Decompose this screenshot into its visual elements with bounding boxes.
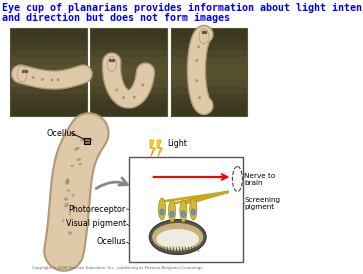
- Text: Visual pigment: Visual pigment: [66, 219, 126, 229]
- Ellipse shape: [74, 148, 78, 151]
- Ellipse shape: [141, 83, 144, 86]
- Ellipse shape: [190, 198, 197, 220]
- Ellipse shape: [180, 200, 187, 222]
- Ellipse shape: [68, 232, 73, 235]
- Ellipse shape: [69, 212, 71, 215]
- Ellipse shape: [197, 45, 200, 48]
- Text: Photoreceptor: Photoreceptor: [69, 204, 126, 213]
- Bar: [171, 72, 247, 80]
- Bar: [10, 79, 87, 88]
- Ellipse shape: [152, 223, 203, 251]
- Ellipse shape: [41, 78, 44, 81]
- Ellipse shape: [67, 189, 70, 192]
- Bar: [10, 109, 87, 117]
- Ellipse shape: [107, 56, 117, 72]
- Bar: [10, 94, 87, 102]
- Text: Copyright © 2008 Pearson Education, Inc., publishing as Pearson Benjamin Cumming: Copyright © 2008 Pearson Education, Inc.…: [32, 266, 202, 270]
- Ellipse shape: [76, 158, 81, 161]
- Bar: [171, 94, 247, 102]
- Ellipse shape: [62, 219, 64, 222]
- Bar: [10, 87, 87, 95]
- Bar: [10, 101, 87, 110]
- Ellipse shape: [65, 203, 69, 206]
- Ellipse shape: [149, 219, 206, 255]
- Bar: [171, 50, 247, 58]
- Ellipse shape: [50, 78, 53, 81]
- Bar: [171, 35, 247, 44]
- Ellipse shape: [17, 66, 27, 82]
- Bar: [10, 72, 87, 80]
- Bar: [90, 109, 167, 117]
- Ellipse shape: [198, 96, 201, 99]
- Ellipse shape: [70, 165, 74, 167]
- Bar: [171, 43, 247, 51]
- Ellipse shape: [64, 205, 68, 207]
- Bar: [10, 28, 87, 36]
- Text: Light: Light: [168, 138, 188, 147]
- Ellipse shape: [168, 200, 176, 222]
- Text: Screening
pigment: Screening pigment: [245, 197, 281, 210]
- Ellipse shape: [57, 78, 60, 81]
- Ellipse shape: [156, 229, 199, 249]
- Polygon shape: [150, 140, 156, 157]
- Ellipse shape: [32, 76, 34, 79]
- Ellipse shape: [72, 194, 74, 196]
- Ellipse shape: [78, 163, 82, 165]
- Ellipse shape: [170, 211, 174, 217]
- Ellipse shape: [80, 139, 85, 142]
- Bar: [10, 43, 87, 51]
- Ellipse shape: [181, 211, 185, 217]
- Bar: [90, 43, 167, 51]
- Ellipse shape: [64, 197, 68, 201]
- Ellipse shape: [76, 147, 79, 149]
- Bar: [90, 50, 167, 58]
- Text: Eye cup of planarians provides information about light intensity: Eye cup of planarians provides informati…: [2, 3, 363, 13]
- Ellipse shape: [65, 182, 69, 185]
- Bar: [90, 35, 167, 44]
- Ellipse shape: [67, 178, 69, 182]
- Bar: [171, 79, 247, 88]
- Text: Ocellus: Ocellus: [96, 238, 126, 247]
- Ellipse shape: [195, 59, 198, 62]
- Bar: [90, 87, 167, 95]
- Bar: [171, 87, 247, 95]
- Ellipse shape: [159, 198, 166, 220]
- Ellipse shape: [191, 209, 195, 215]
- Bar: [10, 65, 87, 73]
- Bar: [90, 57, 167, 66]
- Ellipse shape: [133, 96, 136, 99]
- Bar: [90, 28, 167, 36]
- Bar: [129, 157, 243, 262]
- Bar: [10, 28, 87, 116]
- Ellipse shape: [199, 29, 209, 44]
- Bar: [10, 50, 87, 58]
- Ellipse shape: [90, 139, 93, 141]
- Bar: [171, 28, 247, 36]
- Bar: [171, 109, 247, 117]
- Polygon shape: [157, 140, 163, 157]
- Bar: [90, 65, 167, 73]
- Bar: [171, 57, 247, 66]
- Text: Nerve to
brain: Nerve to brain: [245, 173, 276, 186]
- Bar: [171, 65, 247, 73]
- Text: Ocellus: Ocellus: [46, 129, 76, 138]
- Ellipse shape: [160, 209, 164, 215]
- Bar: [171, 101, 247, 110]
- Bar: [90, 79, 167, 88]
- Ellipse shape: [122, 96, 125, 99]
- Ellipse shape: [115, 89, 118, 92]
- Ellipse shape: [65, 180, 70, 184]
- Bar: [90, 101, 167, 110]
- Bar: [171, 28, 247, 116]
- Bar: [90, 94, 167, 102]
- Bar: [10, 57, 87, 66]
- Ellipse shape: [195, 79, 198, 82]
- Bar: [90, 28, 167, 116]
- Text: and direction but does not form images: and direction but does not form images: [2, 13, 230, 23]
- Bar: [10, 35, 87, 44]
- Bar: [90, 72, 167, 80]
- Bar: [84, 138, 90, 144]
